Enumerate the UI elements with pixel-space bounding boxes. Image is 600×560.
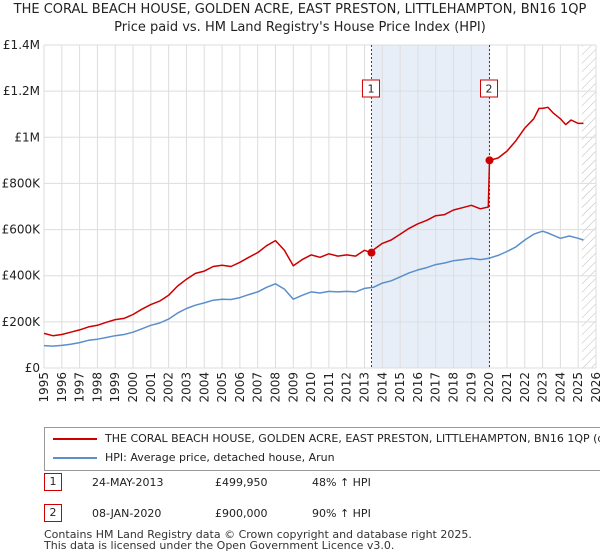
x-tick-label: 2021 (500, 372, 514, 403)
y-tick-label: £1.2M (3, 84, 40, 98)
x-tick-label: 1998 (90, 372, 104, 403)
x-tick-label: 2007 (251, 372, 265, 403)
legend-item-hpi: HPI: Average price, detached house, Arun (53, 449, 335, 467)
transaction-date: 08-JAN-2020 (92, 507, 162, 520)
x-tick-label: 2005 (215, 372, 229, 403)
x-tick-label: 2015 (393, 372, 407, 403)
x-tick-label: 2019 (464, 372, 478, 403)
footer-line-2: This data is licensed under the Open Gov… (44, 539, 395, 552)
legend-item-property: THE CORAL BEACH HOUSE, GOLDEN ACRE, EAST… (53, 430, 600, 448)
x-tick-label: 2009 (286, 372, 300, 403)
x-tick-label: 2023 (536, 372, 550, 403)
x-tick-label: 2000 (126, 372, 140, 403)
x-tick-label: 2016 (411, 372, 425, 403)
price-chart: 1 2 £0 £200K £400K £600K £800K £1M £1.2M £1.4M 19… (2, 38, 600, 403)
property-series-line (43, 106, 584, 337)
y-tick-label: £800K (2, 176, 42, 190)
legend-swatch-hpi (53, 457, 97, 459)
legend-label-hpi: HPI: Average price, detached house, Arun (105, 451, 335, 464)
transaction-price: £900,000 (215, 507, 268, 520)
y-tick-label: £400K (2, 269, 42, 283)
sale-point (367, 248, 376, 257)
x-tick-label: 2010 (304, 372, 318, 403)
x-tick-label: 1999 (108, 372, 122, 403)
x-tick-label: 2012 (340, 372, 354, 403)
legend: THE CORAL BEACH HOUSE, GOLDEN ACRE, EAST… (44, 427, 600, 471)
y-tick-label: £1.4M (3, 38, 40, 52)
x-tick-label: 2014 (375, 372, 389, 403)
shaded-period (371, 45, 490, 368)
x-tick-label: 2003 (179, 372, 193, 403)
x-tick-label: 2004 (197, 372, 211, 403)
y-tick-label: £1M (14, 130, 40, 144)
transaction-hpi-change: 48% ↑ HPI (312, 476, 371, 489)
sale-marker-label: 2 (486, 83, 493, 96)
legend-swatch-property (53, 438, 97, 440)
x-tick-label: 2026 (589, 372, 600, 403)
x-tick-label: 2024 (553, 372, 567, 403)
footer-line-1: Contains HM Land Registry data © Crown c… (44, 528, 472, 541)
x-tick-label: 2020 (482, 372, 496, 403)
chart-title: THE CORAL BEACH HOUSE, GOLDEN ACRE, EAST… (13, 2, 587, 17)
x-tick-label: 2018 (447, 372, 461, 403)
transaction-number: 2 (44, 504, 62, 522)
x-tick-label: 1996 (55, 372, 69, 403)
transaction-price: £499,950 (215, 476, 268, 489)
y-tick-label: £200K (2, 315, 42, 329)
transaction-hpi-change: 90% ↑ HPI (312, 507, 371, 520)
x-tick-label: 2002 (162, 372, 176, 403)
x-tick-label: 1995 (37, 372, 51, 403)
x-tick-label: 2017 (429, 372, 443, 403)
sale-marker-box (480, 79, 499, 98)
legend-label-property: THE CORAL BEACH HOUSE, GOLDEN ACRE, EAST… (105, 432, 600, 445)
x-tick-label: 2011 (322, 372, 336, 403)
x-tick-label: 2008 (268, 372, 282, 403)
x-tick-label: 2022 (518, 372, 532, 403)
x-tick-label: 2006 (233, 372, 247, 403)
x-tick-label: 1997 (73, 372, 87, 403)
y-tick-label: £600K (2, 223, 42, 237)
footer-copyright: Contains HM Land Registry data © Crown c… (44, 529, 472, 551)
hatched-region (581, 45, 596, 368)
hpi-series-line (43, 230, 584, 347)
transaction-date: 24-MAY-2013 (92, 476, 164, 489)
sale-marker-box (361, 79, 380, 98)
y-tick-label: £0 (25, 361, 40, 375)
x-tick-label: 2001 (144, 372, 158, 403)
sale-point (485, 156, 494, 165)
x-tick-label: 2013 (358, 372, 372, 403)
sale-marker-label: 1 (367, 83, 374, 96)
x-tick-label: 2025 (571, 372, 585, 403)
transaction-number: 1 (44, 473, 62, 491)
chart-subtitle: Price paid vs. HM Land Registry's House … (114, 20, 486, 35)
